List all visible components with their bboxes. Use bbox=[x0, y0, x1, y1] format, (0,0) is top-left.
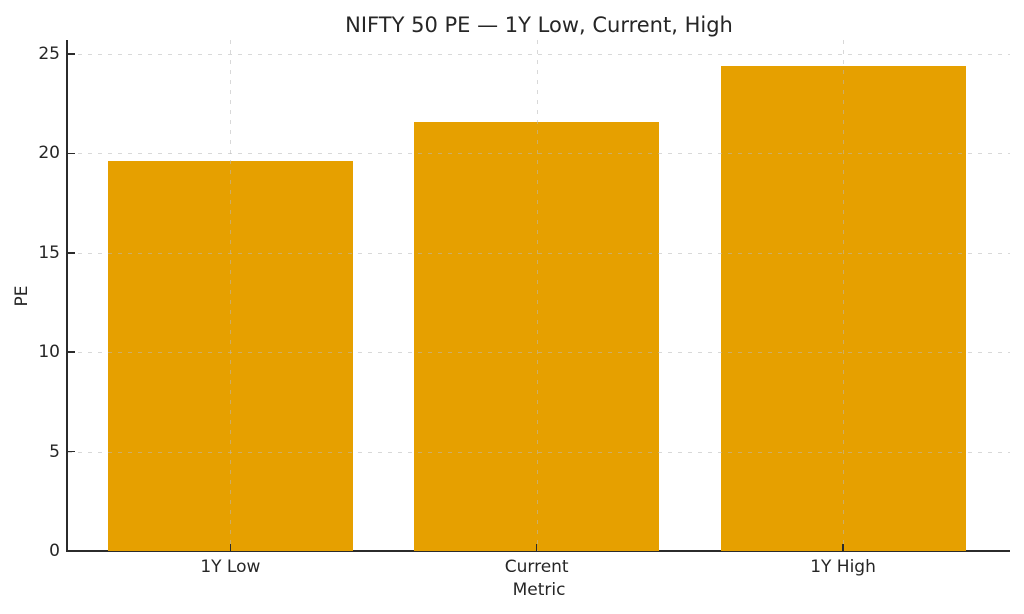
v-gridline-3 bbox=[843, 40, 845, 551]
y-tick-5 bbox=[68, 450, 75, 453]
h-gridline-5 bbox=[68, 451, 1010, 453]
h-gridline-20 bbox=[68, 153, 1010, 155]
y-tick-20 bbox=[68, 152, 75, 155]
y-tick-label-25: 25 bbox=[38, 43, 60, 64]
y-axis-label: PE bbox=[12, 285, 32, 307]
v-gridline-1 bbox=[230, 40, 232, 551]
x-tick-1 bbox=[229, 544, 232, 551]
v-gridline-2 bbox=[536, 40, 538, 551]
y-tick-0 bbox=[68, 550, 75, 552]
h-gridline-25 bbox=[68, 53, 1010, 55]
x-tick-3 bbox=[842, 544, 844, 551]
x-tick-label-1: 1Y Low bbox=[200, 557, 261, 577]
h-gridline-10 bbox=[68, 352, 1010, 354]
y-tick-label-15: 15 bbox=[38, 242, 60, 263]
x-tick-label-3: 1Y High bbox=[810, 557, 876, 577]
y-tick-25 bbox=[68, 53, 75, 55]
bar-1y-low bbox=[107, 161, 353, 551]
x-axis-label: Metric bbox=[512, 580, 566, 600]
x-tick-label-2: Current bbox=[504, 557, 569, 577]
plot-area bbox=[68, 40, 1010, 552]
y-tick-10 bbox=[68, 351, 75, 353]
x-tick-2 bbox=[535, 544, 538, 551]
y-tick-label-20: 20 bbox=[38, 143, 60, 164]
y-axis-spine bbox=[66, 40, 69, 552]
chart-title: NIFTY 50 PE — 1Y Low, Current, High bbox=[345, 13, 733, 37]
x-axis-spine bbox=[66, 550, 1010, 552]
y-tick-label-0: 0 bbox=[49, 541, 60, 561]
y-tick-label-10: 10 bbox=[38, 342, 60, 363]
h-gridline-15 bbox=[68, 252, 1010, 254]
y-tick-15 bbox=[68, 251, 75, 254]
y-tick-label-5: 5 bbox=[49, 441, 60, 462]
